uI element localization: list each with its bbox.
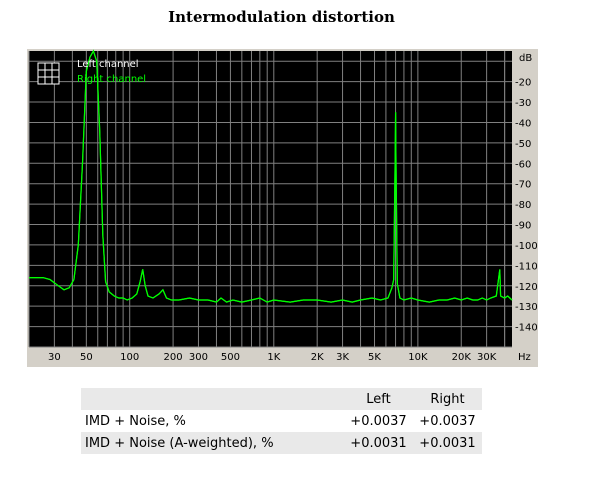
row-left-value: +0.0031 [350, 435, 407, 451]
x-tick-label: 3K [336, 352, 349, 363]
y-tick-label: -90 [515, 221, 531, 232]
results-header-row: Left Right [81, 388, 482, 410]
chart-title: Intermodulation distortion [168, 8, 395, 26]
legend-grid-icon-box [37, 62, 60, 85]
x-tick-label: 30 [48, 352, 61, 363]
x-tick-label: 500 [221, 352, 240, 363]
y-tick-label: -60 [515, 159, 531, 170]
chart-frame: Left channel Right channel dB -20 -30 -40 -50 -… [27, 49, 538, 367]
legend-left-channel: Left channel [77, 59, 139, 70]
results-header-left: Left [366, 391, 391, 407]
row-left-value: +0.0037 [350, 413, 407, 429]
x-tick-label: 50 [80, 352, 93, 363]
y-tick-label: -30 [515, 98, 531, 109]
legend-right-channel: Right channel [77, 74, 146, 85]
y-tick-label: -80 [515, 200, 531, 211]
row-right-value: +0.0031 [419, 435, 476, 451]
results-header-right: Right [430, 391, 465, 407]
y-tick-label: -130 [515, 302, 538, 313]
y-tick-label: -40 [515, 118, 531, 129]
row-label: IMD + Noise, % [85, 413, 186, 429]
x-tick-label: 5K [368, 352, 381, 363]
y-tick-label: -20 [515, 78, 531, 89]
results-table: Left Right IMD + Noise, % +0.0037 +0.003… [81, 388, 482, 454]
x-tick-label: 30K [477, 352, 497, 363]
row-right-value: +0.0037 [419, 413, 476, 429]
y-tick-label: -100 [515, 241, 538, 252]
table-row: IMD + Noise, % +0.0037 +0.0037 [81, 410, 482, 432]
y-tick-label: -140 [515, 323, 538, 334]
y-tick-label: -50 [515, 139, 531, 150]
table-row: IMD + Noise (A-weighted), % +0.0031 +0.0… [81, 432, 482, 454]
y-unit-label: dB [519, 53, 532, 64]
series-line-right [29, 49, 513, 303]
results-header-blank [81, 388, 344, 410]
y-tick-label: -120 [515, 282, 538, 293]
x-tick-label: 100 [120, 352, 139, 363]
x-unit-label: Hz [518, 352, 531, 363]
row-label: IMD + Noise (A-weighted), % [85, 435, 274, 451]
x-tick-label: 300 [189, 352, 208, 363]
y-tick-label: -70 [515, 180, 531, 191]
chart-svg: Left channel Right channel dB -20 -30 -40 -50 -… [28, 49, 538, 363]
x-tick-label: 2K [311, 352, 324, 363]
x-tick-label: 1K [267, 352, 280, 363]
legend-grid-icon [37, 62, 60, 85]
plot-area [29, 51, 512, 347]
x-tick-label: 10K [408, 352, 428, 363]
x-tick-label: 20K [452, 352, 472, 363]
y-tick-label: -110 [515, 261, 538, 272]
x-tick-label: 200 [164, 352, 183, 363]
